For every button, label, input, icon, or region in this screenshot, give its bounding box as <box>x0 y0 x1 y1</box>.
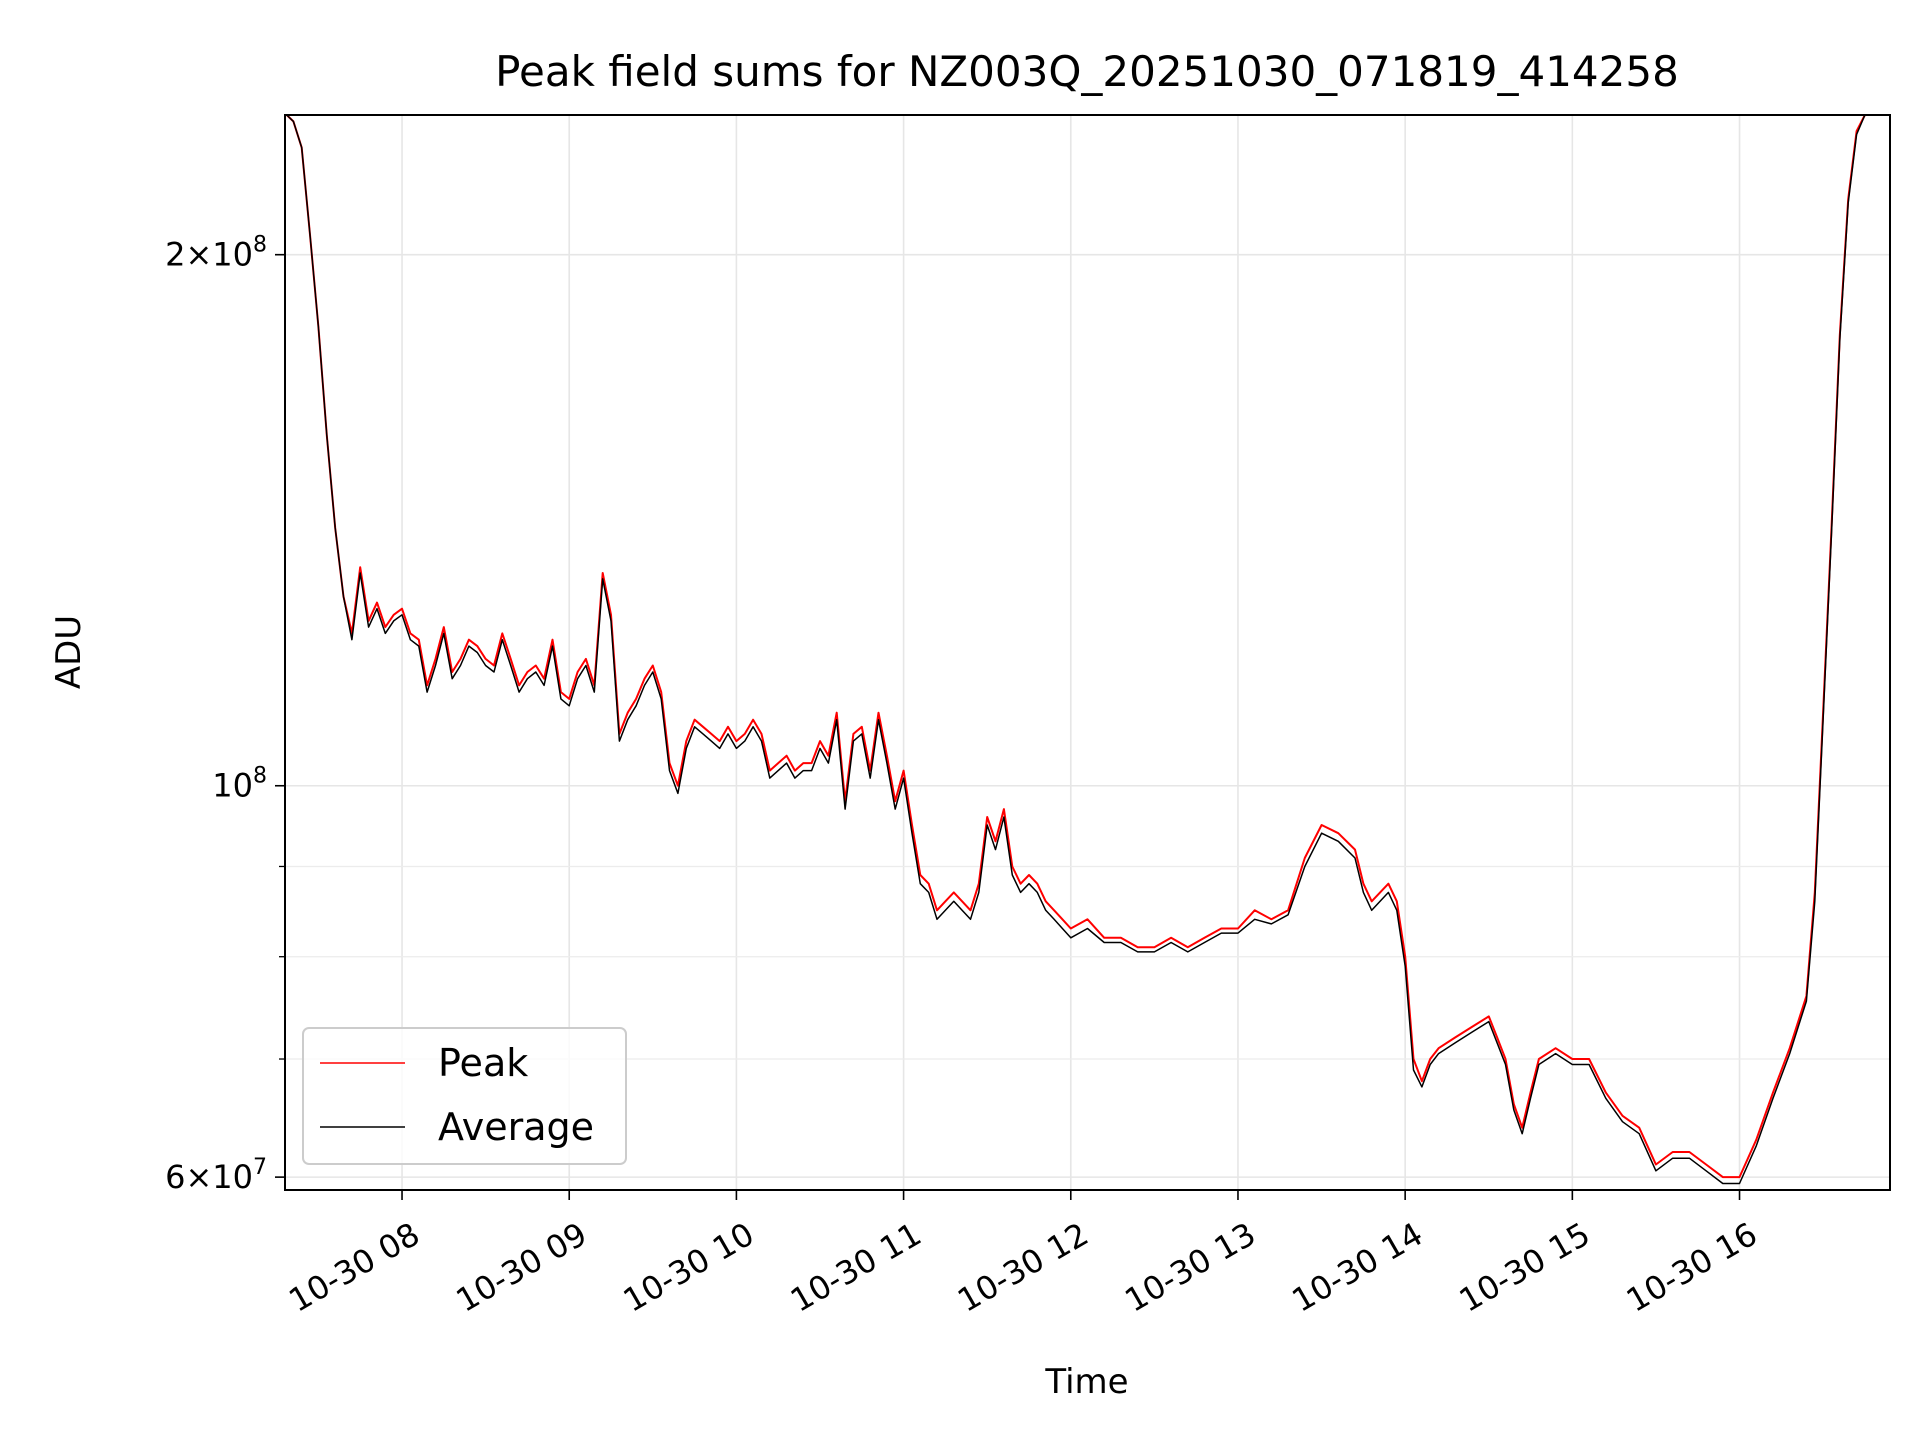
series-layer <box>286 114 1874 1185</box>
legend-box <box>302 1027 627 1165</box>
legend: Peak Average <box>302 1027 627 1165</box>
y-tick-label: 108 <box>212 764 267 805</box>
plot-frame <box>284 114 1891 1191</box>
series-line-peak <box>286 114 1874 1179</box>
grid <box>285 115 1890 1190</box>
y-tick-label: 6×107 <box>165 1155 267 1196</box>
y-axis-title: ADU <box>49 615 89 689</box>
x-axis-title: Time <box>1044 1362 1128 1402</box>
y-axis: 6×107 108 2×108 <box>165 233 285 1196</box>
legend-label-peak: Peak <box>438 1041 528 1085</box>
series-line-average <box>286 114 1874 1185</box>
chart-title: Peak field sums for NZ003Q_20251030_0718… <box>495 47 1679 96</box>
legend-label-average: Average <box>438 1105 594 1149</box>
y-tick-label: 2×108 <box>165 233 267 274</box>
